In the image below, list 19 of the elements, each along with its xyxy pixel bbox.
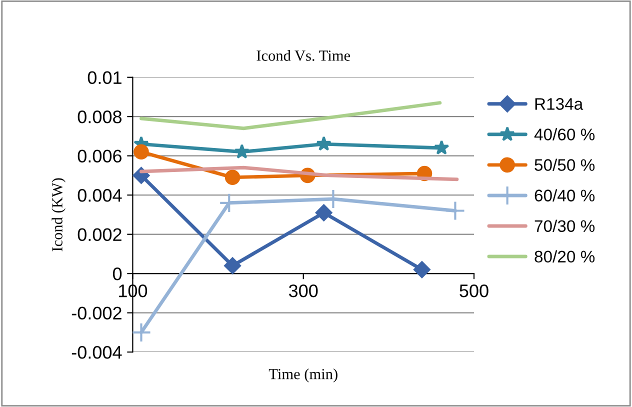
legend-label: R134a bbox=[535, 98, 584, 110]
chart-title: Icond Vs. Time bbox=[256, 50, 350, 61]
y-tick-label: 0 bbox=[112, 267, 122, 280]
x-tick-label: 500 bbox=[460, 284, 488, 298]
y-tick-label: 0.002 bbox=[78, 228, 122, 242]
y-tick-label: 0.006 bbox=[78, 150, 122, 163]
y-tick-label: 0.01 bbox=[88, 71, 122, 84]
y-tick-label: 0.008 bbox=[78, 110, 122, 124]
y-tick-label: 0.004 bbox=[78, 189, 122, 202]
y-tick-label: -0.004 bbox=[72, 346, 122, 359]
y-tick-label: -0.002 bbox=[72, 306, 122, 320]
x-axis-title: Time (min) bbox=[268, 368, 338, 382]
y-axis-title: Icond (KW) bbox=[52, 178, 66, 252]
legend-label: 50/50 % bbox=[534, 158, 595, 171]
legend-label: 60/40 % bbox=[534, 189, 595, 202]
x-tick-label: 300 bbox=[288, 284, 318, 298]
legend-label: 40/60 % bbox=[534, 128, 595, 140]
legend-label: 80/20 % bbox=[534, 250, 595, 263]
legend-label: 70/30 % bbox=[534, 220, 595, 232]
